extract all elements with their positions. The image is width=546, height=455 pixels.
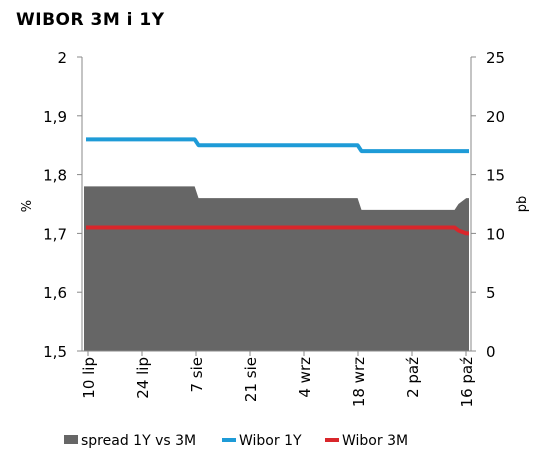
series-spread-area xyxy=(84,186,469,351)
y-left-tick-label: 1,5 xyxy=(43,343,67,361)
x-tick-label: 10 lip xyxy=(80,357,98,399)
y-left-axis-title: % xyxy=(20,200,35,212)
x-tick-label: 7 sie xyxy=(188,357,206,393)
y-left-tick-label: 1,7 xyxy=(43,225,67,243)
y-right-tick-label: 0 xyxy=(486,343,496,361)
x-tick-label: 16 paź xyxy=(458,357,476,408)
y-left-tick-label: 2 xyxy=(57,49,67,67)
y-right-axis-title: pb xyxy=(515,196,530,213)
x-tick-label: 4 wrz xyxy=(296,357,314,398)
x-tick-label: 2 paź xyxy=(404,357,422,398)
y-left-tick-label: 1,8 xyxy=(43,167,67,185)
y-right-tick-label: 15 xyxy=(486,167,505,185)
series-wibor-1y-line xyxy=(86,137,469,154)
legend-label: spread 1Y vs 3M xyxy=(81,433,196,449)
legend-swatch-spread xyxy=(64,435,78,444)
legend-label: Wibor 1Y xyxy=(239,433,302,449)
y-right-tick-label: 5 xyxy=(486,284,496,302)
x-tick-label: 18 wrz xyxy=(350,357,368,407)
x-tick-label: 21 sie xyxy=(242,357,260,402)
y-right-tick-label: 25 xyxy=(486,49,505,67)
legend-label: Wibor 3M xyxy=(342,433,408,449)
x-tick-label: 24 lip xyxy=(134,357,152,399)
y-left-tick-label: 1,9 xyxy=(43,108,67,126)
y-right-tick-label: 20 xyxy=(486,108,505,126)
series-wibor-3m-line xyxy=(86,225,469,236)
y-right-tick-label: 10 xyxy=(486,225,505,243)
chart-title: WIBOR 3M i 1Y xyxy=(16,10,165,30)
y-left-tick-label: 1,6 xyxy=(43,284,67,302)
